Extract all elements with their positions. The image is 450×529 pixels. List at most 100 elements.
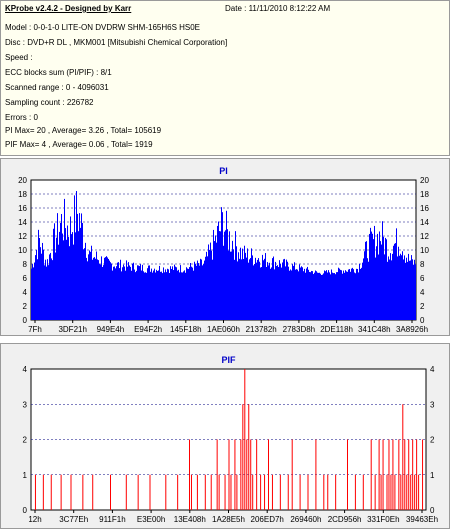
pi-bar [261, 267, 262, 320]
pif-bar [378, 439, 380, 510]
pif-bar [177, 474, 179, 510]
pi-bar [232, 240, 233, 320]
scan-date: Date : 11/11/2010 8:12:22 AM [225, 4, 331, 13]
pi-bar [197, 260, 198, 320]
x-tick-label: E94F2h [134, 325, 162, 334]
pi-bar [213, 229, 214, 320]
pi-bar [251, 248, 252, 320]
pi-bar [303, 271, 304, 320]
pi-bar [88, 254, 89, 320]
pi-bar [300, 267, 301, 320]
pi-bar [323, 273, 324, 320]
pi-bar [346, 271, 347, 320]
pi-bar [123, 264, 124, 320]
pi-bar [52, 260, 53, 320]
pi-bar [156, 269, 157, 320]
pi-bar [338, 267, 339, 320]
pi-bar [124, 266, 125, 320]
pi-bar [357, 268, 358, 320]
pif-bar [70, 474, 72, 510]
pi-bar [92, 259, 93, 320]
pi-bar [280, 263, 281, 320]
pif-bar [234, 439, 236, 510]
pi-bar [68, 237, 69, 320]
pi-bar [253, 265, 254, 320]
pif-bar [248, 404, 250, 510]
pi-bar [334, 273, 335, 320]
pi-summary-line: PI Max= 20 , Average= 3.26 , Total= 1056… [5, 126, 162, 135]
pi-bar [35, 255, 36, 320]
pi-bar [111, 263, 112, 320]
pi-bar [311, 270, 312, 320]
pi-bar [230, 251, 231, 320]
y-tick-label-right: 2 [420, 302, 425, 311]
pif-bar [218, 474, 220, 510]
pif-bar [362, 474, 364, 510]
pi-bar [227, 229, 228, 320]
pi-bar [242, 248, 243, 320]
pi-bar [370, 227, 371, 320]
pi-bar [380, 241, 381, 320]
x-tick-label: 213782h [246, 325, 277, 334]
pi-bar [335, 274, 336, 320]
pi-bar [44, 265, 45, 320]
pi-bar [407, 261, 408, 320]
pi-bar [250, 258, 251, 320]
pi-bar [400, 253, 401, 320]
pi-bar [139, 266, 140, 320]
pi-bar [229, 231, 230, 320]
pi-bar [247, 248, 248, 320]
pi-bar [112, 270, 113, 320]
pi-bar [319, 272, 320, 320]
pi-bar [45, 259, 46, 320]
pif-bar [82, 474, 84, 510]
pi-bar [174, 264, 175, 320]
pi-bar [136, 270, 137, 320]
y-tick-label-left: 20 [18, 176, 27, 185]
ecc-line: ECC blocks sum (PI/PIF) : 8/1 [5, 68, 112, 77]
pi-bar [40, 247, 41, 320]
pif-bar [42, 474, 44, 510]
pif-bar [400, 474, 402, 510]
pif-bar [165, 474, 167, 510]
pi-bar [187, 268, 188, 320]
y-tick-label-right: 4 [430, 365, 435, 374]
pi-bar [269, 262, 270, 320]
pi-bar [135, 272, 136, 320]
y-tick-label-right: 14 [420, 218, 429, 227]
pif-bar [315, 439, 317, 510]
speed-line: Speed : [5, 53, 33, 62]
y-tick-label-left: 6 [23, 274, 28, 283]
pi-bar [85, 242, 86, 320]
pi-bar [178, 269, 179, 320]
pi-bar [387, 261, 388, 320]
pi-bar [348, 269, 349, 320]
pif-bar [408, 439, 410, 510]
pi-bar [148, 265, 149, 320]
pif-bar [390, 474, 392, 510]
pi-bar [329, 272, 330, 320]
pi-bar [177, 270, 178, 320]
pi-bar [381, 244, 382, 320]
pi-bar [82, 222, 83, 320]
pif-chart: PIF 0 0 1 1 2 2 3 3 4 4 12h 3C77Eh 911F1h E3E00h 13E408… [23, 355, 438, 524]
pi-bar [259, 261, 260, 320]
pi-bar [385, 237, 386, 320]
pif-bar [224, 474, 226, 510]
pi-bar [409, 260, 410, 320]
x-tick-label: 3DF21h [58, 325, 86, 334]
pi-bar [182, 272, 183, 320]
pi-bar [396, 228, 397, 320]
pi-bar [131, 270, 132, 320]
pi-bar [67, 225, 68, 320]
pi-bar [402, 251, 403, 320]
pi-bar [66, 239, 67, 320]
pi-bar [141, 270, 142, 320]
pi-bar [180, 265, 181, 320]
pi-bar [109, 260, 110, 320]
pi-bar [404, 255, 405, 320]
pi-bar [73, 244, 74, 320]
y-tick-label-left: 10 [18, 246, 27, 255]
pi-bar [142, 264, 143, 320]
pi-bar [173, 270, 174, 320]
